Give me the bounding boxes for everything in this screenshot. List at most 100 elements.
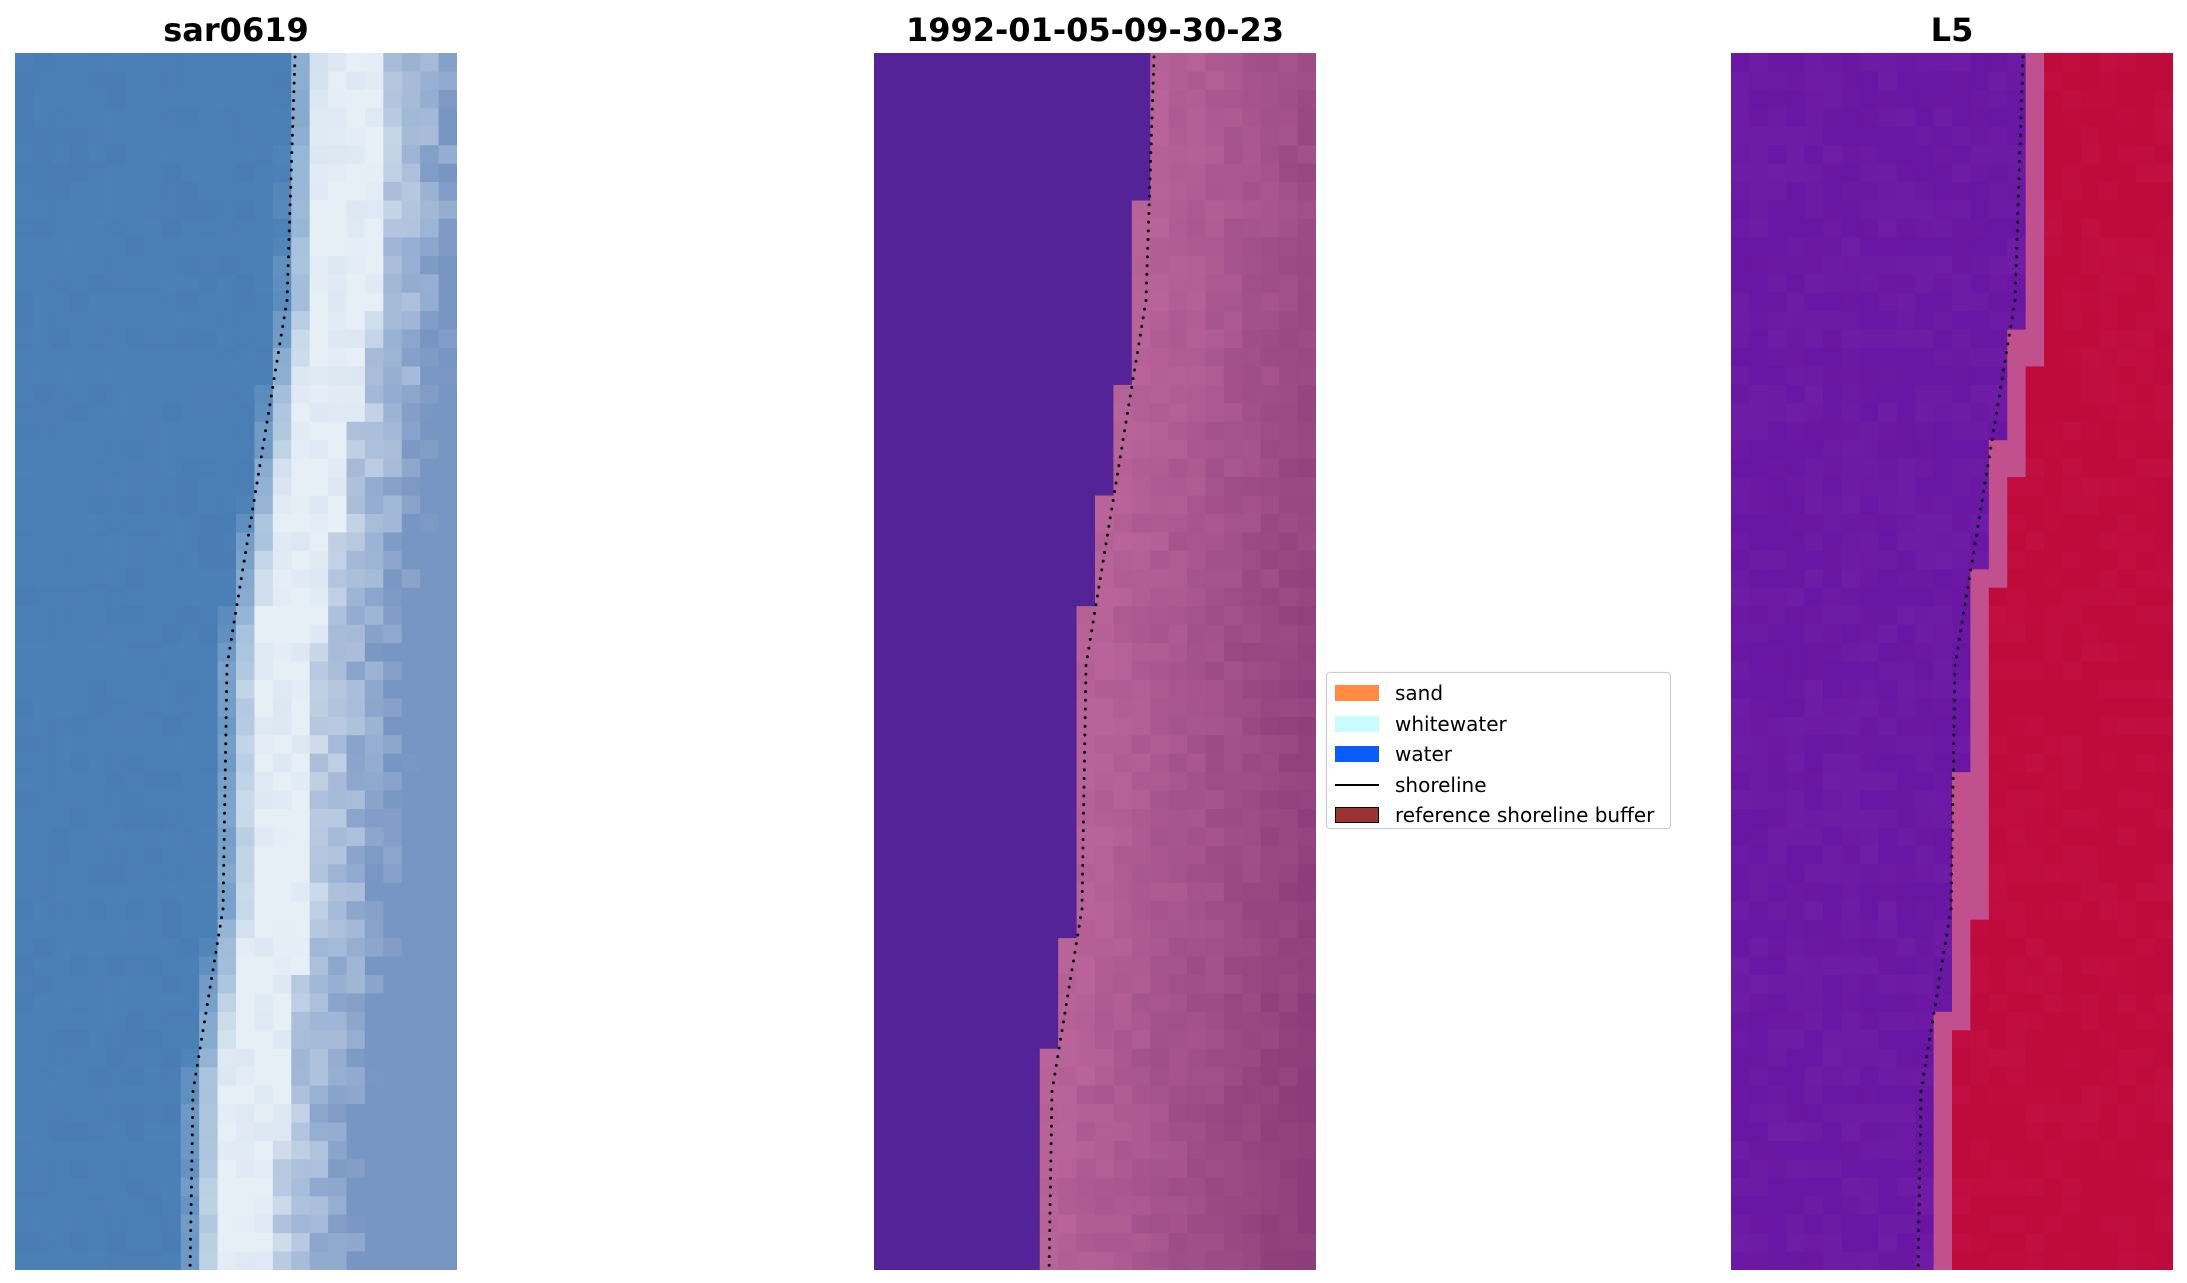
pixel [910,735,930,755]
pixel [33,753,53,773]
pixel [1823,274,1843,294]
pixel [272,163,292,183]
pixel [1260,108,1280,128]
pixel [346,495,366,515]
pixel [1749,956,1769,976]
pixel [1952,827,1972,847]
pixel [1002,108,1022,128]
pixel [2007,126,2027,146]
pixel [1076,403,1096,423]
pixel [1896,440,1916,460]
pixel [1223,1122,1243,1142]
pixel [1731,882,1751,902]
pixel [309,348,329,368]
pixel [346,1011,366,1031]
pixel [874,1067,894,1087]
pixel [438,587,457,607]
pixel [1970,255,1990,275]
pixel [1915,237,1935,257]
pixel [291,108,311,128]
pixel [1187,938,1207,958]
pixel [1039,384,1059,404]
pixel [1878,1122,1898,1142]
pixel [70,1011,90,1031]
pixel [236,495,256,515]
pixel [125,864,145,884]
pixel [874,1177,894,1197]
pixel [1786,108,1806,128]
pixel [1279,1251,1299,1270]
pixel [874,403,894,423]
pixel [1952,864,1972,884]
pixel [70,292,90,312]
pixel [1076,809,1096,829]
pixel [438,329,457,349]
pixel [107,974,127,995]
pixel [328,421,348,441]
pixel [1150,679,1170,699]
pixel [272,329,292,349]
pixel [236,956,256,976]
pixel [2062,753,2082,773]
pixel [33,882,53,902]
pixel [328,587,348,607]
pixel [346,1085,366,1105]
pixel [346,956,366,976]
pixel [1970,569,1990,589]
pixel [1260,901,1280,921]
pixel [162,311,182,331]
pixel [929,403,949,423]
pixel [947,1067,967,1087]
pixel [1187,974,1207,995]
shoreline-point [1081,872,1085,876]
pixel [910,661,930,681]
pixel [401,1196,421,1216]
pixel [438,145,457,165]
pixel [1804,974,1824,995]
pixel [2099,845,2119,865]
pixel [364,495,384,515]
pixel [2062,993,2082,1013]
pixel [272,53,292,73]
pixel [328,237,348,257]
pixel [1297,569,1316,589]
pixel [984,274,1004,294]
pixel [107,882,127,902]
pixel [199,1067,219,1087]
pixel [1823,716,1843,736]
pixel [51,329,71,349]
pixel [236,1048,256,1068]
pixel [1205,163,1225,183]
pixel [892,790,912,810]
pixel [910,1104,930,1124]
pixel [947,163,967,183]
pixel [2044,403,2064,423]
pixel [1223,901,1243,921]
pixel [272,311,292,331]
pixel [438,89,457,109]
pixel [2044,384,2064,404]
shoreline-point [201,1029,205,1033]
pixel [309,421,329,441]
pixel [929,274,949,294]
pixel [1131,882,1151,902]
pixel [1021,845,1041,865]
pixel [236,255,256,275]
pixel [1988,550,2008,570]
pixel [1002,606,1022,626]
pixel [162,458,182,478]
pixel [272,458,292,478]
pixel [420,679,440,699]
pixel [1242,735,1262,755]
pixel [1786,790,1806,810]
pixel [70,735,90,755]
pixel [346,864,366,884]
pixel [254,440,274,460]
pixel [929,218,949,238]
pixel [199,790,219,810]
pixel [107,735,127,755]
pixel [1242,901,1262,921]
pixel [291,274,311,294]
pixel [2007,348,2027,368]
pixel [1113,200,1133,220]
